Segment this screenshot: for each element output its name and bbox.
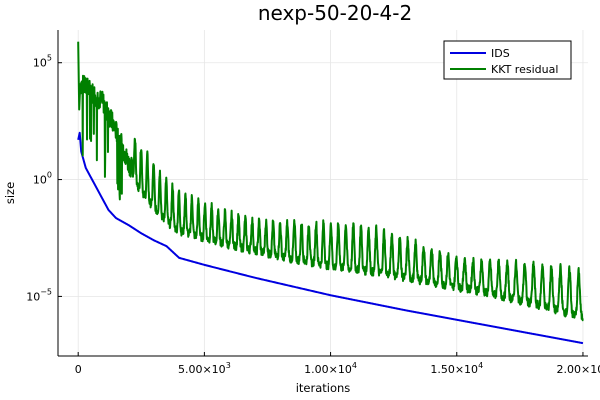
- legend-label: KKT residual: [491, 63, 558, 76]
- x-tick-label: 1.00×104: [304, 361, 357, 376]
- series-line-kkt-residual: [77, 41, 584, 322]
- x-tick-label: 2.00×104: [557, 361, 600, 376]
- x-tick-label: 5.00×103: [178, 361, 231, 376]
- y-tick-label: 10−5: [26, 287, 52, 303]
- y-tick-label: 105: [33, 54, 52, 70]
- y-axis-label: size: [3, 182, 17, 204]
- series-lines: [77, 41, 584, 345]
- legend-box: [443, 40, 572, 80]
- x-axis-label: iterations: [296, 381, 351, 395]
- legend-label: IDS: [491, 47, 510, 60]
- axes: [57, 30, 588, 357]
- y-tick-label: 100: [33, 171, 52, 187]
- series-line-ids: [77, 131, 584, 345]
- legend: IDS KKT residual: [443, 40, 572, 80]
- x-tick-label: 1.50×104: [430, 361, 483, 376]
- chart-title: nexp-50-20-4-2: [258, 1, 412, 25]
- x-tick-label: 0: [75, 363, 82, 376]
- tick-labels: 0 5.00×103 1.00×104 1.50×104 2.00×104 105 100 1…: [26, 54, 600, 376]
